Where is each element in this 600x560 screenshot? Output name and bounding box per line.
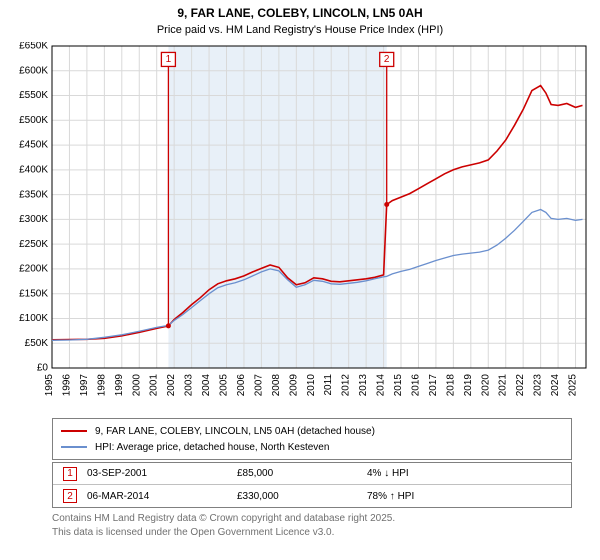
x-tick-label: 2003 (184, 374, 195, 397)
y-tick-label: £650K (19, 42, 48, 52)
y-tick-label: £100K (19, 313, 48, 324)
x-tick-label: 2020 (480, 374, 491, 397)
x-tick-label: 1995 (44, 374, 55, 397)
y-tick-label: £0 (37, 363, 49, 374)
row-marker: 2 (63, 489, 77, 503)
x-tick-label: 2012 (341, 374, 352, 397)
y-tick-label: £200K (19, 264, 48, 275)
x-tick-label: 2000 (131, 374, 142, 397)
x-tick-label: 2019 (463, 374, 474, 397)
legend-swatch (61, 446, 87, 448)
row-marker-cell: 2 (53, 489, 87, 503)
row-pct: 4% ↓ HPI (367, 468, 517, 479)
x-tick-label: 2023 (533, 374, 544, 397)
title: 9, FAR LANE, COLEBY, LINCOLN, LN5 0AH Pr… (0, 0, 600, 37)
y-tick-label: £500K (19, 115, 48, 126)
legend-label: 9, FAR LANE, COLEBY, LINCOLN, LN5 0AH (d… (95, 426, 375, 437)
y-tick-label: £250K (19, 239, 48, 250)
x-tick-label: 2025 (568, 374, 579, 397)
sale-period-band (168, 46, 386, 368)
line-chart: £0 £50K £100K £150K £200K £250K £300K £350K £400… (8, 42, 592, 412)
legend-item: HPI: Average price, detached house, Nort… (61, 439, 563, 455)
x-tick-label: 2017 (428, 374, 439, 397)
x-tick-label: 2002 (166, 374, 177, 397)
x-tick-label: 2016 (410, 374, 421, 397)
x-tick-label: 2011 (323, 374, 334, 396)
marker-point (384, 202, 389, 207)
x-tick-label: 2005 (219, 374, 230, 397)
legend: 9, FAR LANE, COLEBY, LINCOLN, LN5 0AH (d… (52, 418, 572, 460)
x-tick-label: 1999 (114, 374, 125, 397)
y-tick-label: £450K (19, 140, 48, 151)
y-tick-label: £600K (19, 65, 48, 76)
x-tick-label: 1997 (79, 374, 90, 397)
row-date: 06-MAR-2014 (87, 491, 237, 502)
marker-point (166, 323, 171, 328)
row-marker: 1 (63, 467, 77, 481)
table-row: 1 03-SEP-2001£85,0004% ↓ HPI (53, 463, 571, 485)
row-price: £330,000 (237, 491, 367, 502)
title-line-1: 9, FAR LANE, COLEBY, LINCOLN, LN5 0AH (177, 6, 422, 20)
x-tick-label: 1998 (96, 374, 107, 397)
footer-line-1: Contains HM Land Registry data © Crown c… (52, 513, 395, 524)
transactions-table: 1 03-SEP-2001£85,0004% ↓ HPI 2 06-MAR-2014£… (52, 462, 572, 508)
row-pct: 78% ↑ HPI (367, 491, 517, 502)
legend-swatch (61, 430, 87, 432)
x-tick-label: 2006 (236, 374, 247, 397)
y-tick-label: £550K (19, 90, 48, 101)
legend-label: HPI: Average price, detached house, Nort… (95, 442, 329, 453)
y-tick-label: £300K (19, 214, 48, 225)
x-tick-label: 2001 (149, 374, 160, 397)
y-tick-label: £50K (25, 338, 49, 349)
row-date: 03-SEP-2001 (87, 468, 237, 479)
row-marker-cell: 1 (53, 467, 87, 481)
marker-number: 1 (166, 54, 172, 65)
y-tick-label: £150K (19, 288, 48, 299)
footer: Contains HM Land Registry data © Crown c… (52, 512, 572, 539)
x-tick-label: 2024 (550, 374, 561, 397)
y-tick-label: £350K (19, 189, 48, 200)
row-price: £85,000 (237, 468, 367, 479)
x-tick-label: 1996 (61, 374, 72, 397)
x-tick-label: 2021 (498, 374, 509, 397)
y-tick-label: £400K (19, 164, 48, 175)
x-tick-label: 2007 (253, 374, 264, 397)
x-tick-label: 2008 (271, 374, 282, 397)
x-tick-label: 2015 (393, 374, 404, 397)
x-tick-label: 2022 (515, 374, 526, 397)
x-tick-label: 2009 (288, 374, 299, 397)
x-tick-label: 2014 (376, 374, 387, 397)
x-tick-label: 2013 (358, 374, 369, 397)
marker-number: 2 (384, 54, 390, 65)
title-line-2: Price paid vs. HM Land Registry's House … (157, 24, 443, 36)
chart-area: £0 £50K £100K £150K £200K £250K £300K £350K £400… (8, 42, 592, 412)
legend-item: 9, FAR LANE, COLEBY, LINCOLN, LN5 0AH (d… (61, 423, 563, 439)
chart-container: 9, FAR LANE, COLEBY, LINCOLN, LN5 0AH Pr… (0, 0, 600, 560)
x-tick-label: 2010 (306, 374, 317, 397)
footer-line-2: This data is licensed under the Open Gov… (52, 527, 334, 538)
x-tick-label: 2004 (201, 374, 212, 397)
table-row: 2 06-MAR-2014£330,00078% ↑ HPI (53, 485, 571, 507)
x-tick-label: 2018 (445, 374, 456, 397)
